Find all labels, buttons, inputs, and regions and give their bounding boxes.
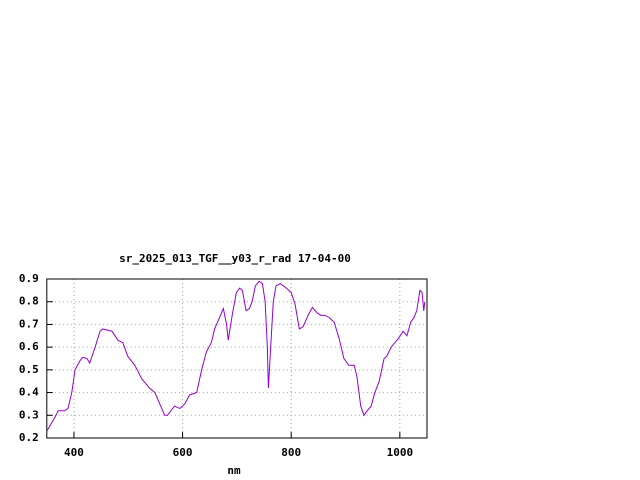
- x-tick-label: 400: [64, 446, 84, 459]
- x-tick-label: 600: [173, 446, 193, 459]
- y-tick-label: 0.3: [19, 408, 39, 421]
- y-tick-label: 0.6: [19, 340, 39, 353]
- x-axis-label: nm: [227, 464, 241, 477]
- data-line: [46, 280, 426, 432]
- x-tick-label: 800: [281, 446, 301, 459]
- y-tick-label: 0.7: [19, 317, 39, 330]
- x-tick-label: 1000: [387, 446, 414, 459]
- y-tick-label: 0.8: [19, 295, 39, 308]
- chart-title: sr_2025_013_TGF__y03_r_rad 17-04-00: [119, 252, 351, 265]
- y-tick-label: 0.4: [19, 386, 39, 399]
- y-tick-label: 0.5: [19, 363, 39, 376]
- plot-border: [46, 278, 428, 439]
- y-tick-label: 0.2: [19, 431, 39, 444]
- y-tick-label: 0.9: [19, 272, 39, 285]
